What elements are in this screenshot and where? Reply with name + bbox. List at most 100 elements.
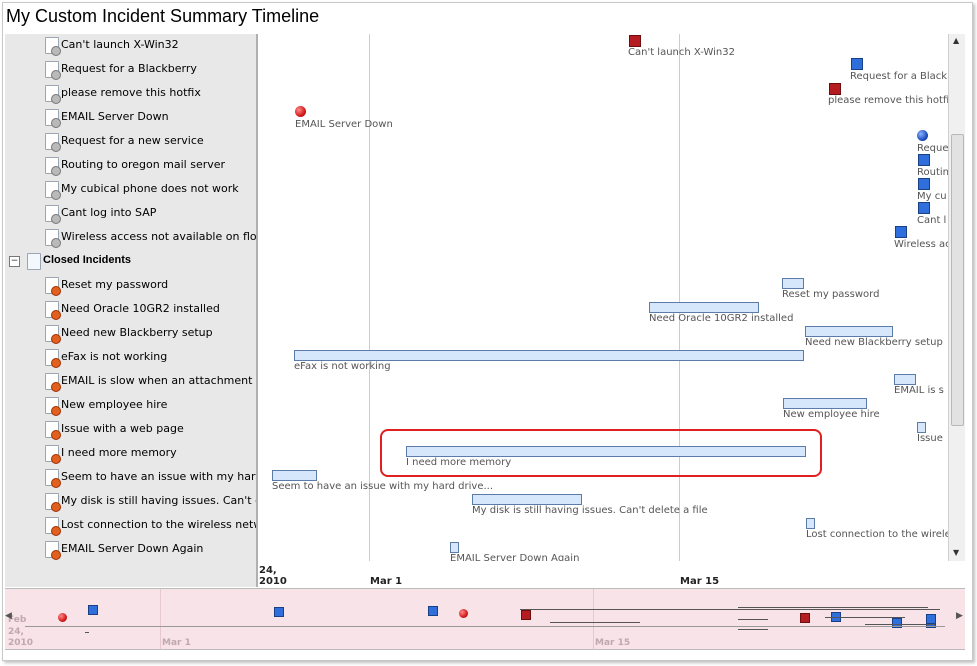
incident-open-icon (45, 205, 61, 224)
event-bar[interactable] (272, 470, 317, 481)
tree-item[interactable]: My disk is still having issues. Can't de… (5, 490, 256, 514)
incident-closed-icon (45, 301, 61, 320)
event-marker[interactable] (895, 226, 907, 238)
overview-span-line (738, 607, 928, 608)
event-marker[interactable] (918, 178, 930, 190)
tree-item[interactable]: I need more memory (5, 442, 256, 466)
incident-open-icon (45, 133, 61, 152)
overview-span-line (865, 624, 935, 625)
event-marker[interactable] (295, 106, 306, 117)
folder-icon (27, 253, 41, 270)
incident-closed-icon (45, 277, 61, 296)
overview-marker (274, 607, 284, 617)
event-marker[interactable] (918, 154, 930, 166)
tree-item[interactable]: eFax is not working (5, 346, 256, 370)
event-bar[interactable] (917, 422, 926, 433)
incident-open-icon (45, 61, 61, 80)
tree-group-closed-incidents: − Closed Incidents (5, 250, 256, 274)
tree-item[interactable]: Request for a Blackberry (5, 58, 256, 82)
incident-closed-icon (45, 373, 61, 392)
tree-item[interactable]: Routing to oregon mail server (5, 154, 256, 178)
scrollbar-thumb[interactable] (951, 134, 964, 426)
tree-item[interactable]: Lost connection to the wireless network (5, 514, 256, 538)
incident-open-icon (45, 85, 61, 104)
scroll-down-icon[interactable]: ▼ (953, 548, 960, 557)
event-bar[interactable] (406, 446, 806, 457)
incident-open-icon (45, 229, 61, 248)
overview-marker (88, 605, 98, 615)
tree-item[interactable]: Seem to have an issue with my hard drive (5, 466, 256, 490)
tree-item[interactable]: Can't launch X-Win32 (5, 34, 256, 58)
overview-right-arrow-icon[interactable]: ▶ (956, 611, 963, 621)
event-marker[interactable] (829, 83, 841, 95)
overview-span-line (25, 626, 945, 627)
scroll-up-icon[interactable]: ▲ (953, 36, 960, 45)
event-marker[interactable] (917, 130, 928, 141)
overview-span-line (85, 632, 89, 633)
overview-marker (800, 613, 810, 623)
tree-item[interactable]: Reset my password (5, 274, 256, 298)
overview-marker (892, 618, 902, 628)
incident-open-icon (45, 181, 61, 200)
event-bar[interactable] (649, 302, 759, 313)
collapse-toggle-icon[interactable]: − (9, 256, 20, 267)
tree-item[interactable]: New employee hire (5, 394, 256, 418)
page-title: My Custom Incident Summary Timeline (6, 6, 320, 26)
incident-closed-icon (45, 397, 61, 416)
overview-marker (926, 614, 936, 624)
overview-left-arrow-icon[interactable]: ◀ (5, 611, 12, 621)
event-bar[interactable] (894, 374, 916, 385)
event-marker[interactable] (629, 35, 641, 47)
gridline-mar1 (369, 34, 370, 561)
tree-item[interactable]: please remove this hotfix (5, 82, 256, 106)
incident-tree: Can't launch X-Win32 Request for a Black… (5, 34, 258, 587)
incident-closed-icon (45, 325, 61, 344)
incident-closed-icon (45, 493, 61, 512)
tree-item[interactable]: EMAIL Server Down (5, 106, 256, 130)
incident-open-icon (45, 157, 61, 176)
incident-open-icon (45, 109, 61, 128)
overview-span-line (550, 622, 640, 623)
overview-span-line (520, 609, 940, 610)
event-bar[interactable] (450, 542, 459, 553)
tree-item[interactable]: My cubical phone does not work (5, 178, 256, 202)
event-bar[interactable] (782, 278, 804, 289)
overview-gridline (593, 589, 594, 649)
tree-item[interactable]: Issue with a web page (5, 418, 256, 442)
overview-span-line (738, 619, 768, 620)
tree-item[interactable]: Need Oracle 10GR2 installed (5, 298, 256, 322)
event-bar[interactable] (806, 518, 815, 529)
highlight-callout (380, 429, 822, 477)
overview-span-line (825, 617, 905, 618)
incident-open-icon (45, 37, 61, 56)
vertical-scrollbar[interactable]: ▲ ▼ (948, 34, 965, 561)
incident-closed-icon (45, 469, 61, 488)
gridline-mar15 (679, 34, 680, 561)
overview-gridline (160, 589, 161, 649)
event-marker[interactable] (851, 58, 863, 70)
incident-closed-icon (45, 517, 61, 536)
event-bar[interactable] (805, 326, 893, 337)
event-bar[interactable] (294, 350, 804, 361)
timeline-area[interactable]: Can't launch X-Win32 Request for a Black… (258, 34, 948, 561)
tree-item[interactable]: Cant log into SAP (5, 202, 256, 226)
event-bar[interactable] (472, 494, 582, 505)
tree-item[interactable]: EMAIL Server Down Again (5, 538, 256, 562)
incident-closed-icon (45, 445, 61, 464)
overview-marker (459, 609, 468, 618)
tree-item[interactable]: Request for a new service (5, 130, 256, 154)
date-axis: 24, 2010 Mar 1 Mar 15 (258, 561, 964, 587)
event-bar[interactable] (783, 398, 867, 409)
overview-marker (521, 610, 531, 620)
overview-marker (58, 613, 67, 622)
overview-span-line (738, 629, 768, 630)
incident-closed-icon (45, 349, 61, 368)
tree-item[interactable]: Wireless access not available on floor 3 (5, 226, 256, 250)
overview-band[interactable]: Feb 24, 2010 Mar 1 Mar 15 ◀ ▶ (5, 588, 965, 650)
event-marker[interactable] (918, 202, 930, 214)
tree-item[interactable]: Need new Blackberry setup (5, 322, 256, 346)
tree-item[interactable]: EMAIL is slow when an attachment is incl… (5, 370, 256, 394)
incident-closed-icon (45, 541, 61, 560)
overview-marker (428, 606, 438, 616)
incident-closed-icon (45, 421, 61, 440)
